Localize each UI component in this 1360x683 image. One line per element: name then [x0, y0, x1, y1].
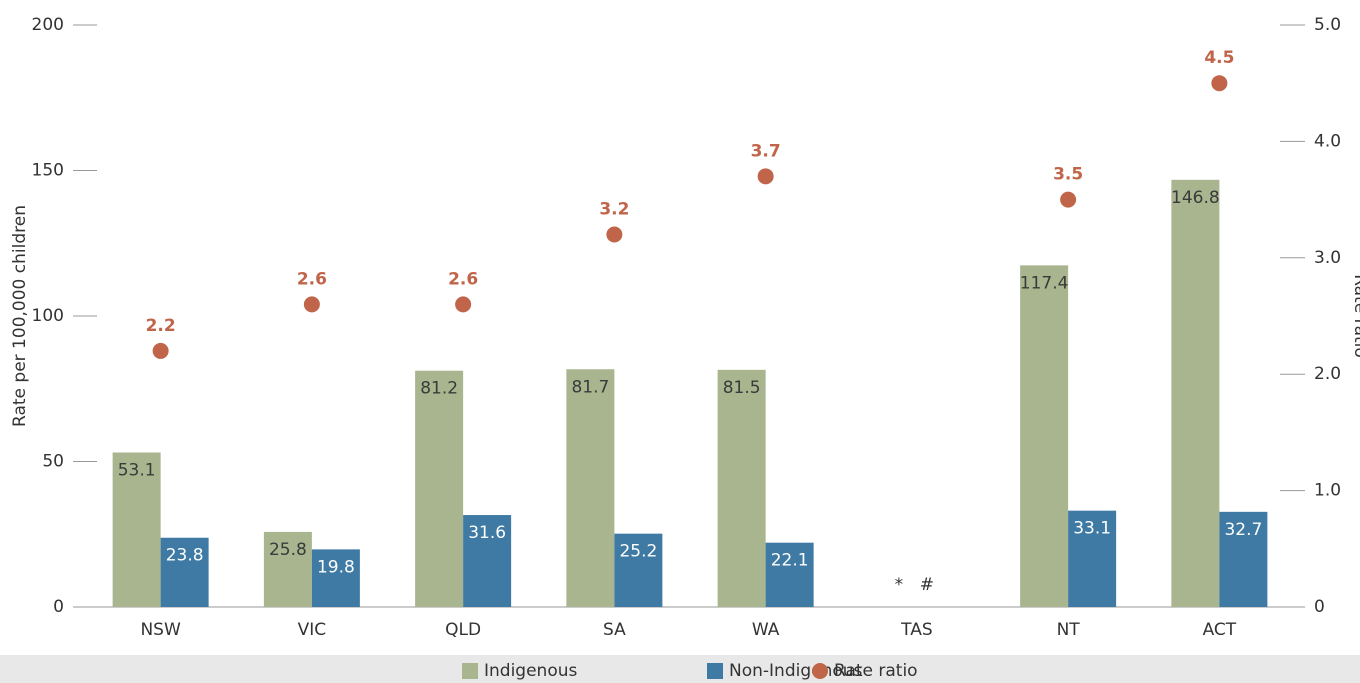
bar-value-label: 31.6 [468, 523, 506, 543]
legend-swatch [707, 663, 723, 679]
bar-value-label: 146.8 [1171, 188, 1220, 208]
y2-axis-label: Rate ratio [1350, 274, 1360, 358]
bar-value-label: 81.2 [420, 379, 458, 399]
y2-tick-label: 5.0 [1314, 15, 1341, 35]
bar-value-label: 117.4 [1020, 273, 1069, 293]
y-tick-label: 100 [32, 306, 64, 326]
bar-value-label: # [920, 575, 934, 595]
y-tick-label: 150 [32, 161, 64, 181]
y-axis-label: Rate per 100,000 children [10, 205, 30, 427]
bar [463, 515, 512, 607]
point [303, 296, 320, 313]
y-tick-label: 0 [53, 597, 64, 617]
bar [1068, 510, 1117, 607]
bar-value-label: 32.7 [1224, 520, 1262, 540]
bar-value-label: 81.7 [571, 377, 609, 397]
bar [1171, 179, 1220, 607]
x-tick-label: VIC [298, 620, 327, 640]
legend-label: Indigenous [484, 661, 578, 681]
legend-label: Rate ratio [834, 661, 918, 681]
y2-tick-label: 1.0 [1314, 481, 1341, 501]
x-tick-label: NT [1057, 620, 1081, 640]
bar [765, 542, 814, 607]
bar-value-label: 22.1 [771, 551, 809, 571]
y-tick-label: 200 [32, 15, 64, 35]
bar-value-label: * [895, 575, 904, 595]
bar [112, 452, 161, 607]
point-value-label: 2.2 [146, 316, 176, 336]
point-value-label: 3.7 [751, 141, 781, 161]
x-tick-label: ACT [1203, 620, 1237, 640]
bar-value-label: 23.8 [166, 546, 204, 566]
x-tick-label: QLD [445, 620, 481, 640]
point [757, 168, 774, 185]
point-value-label: 3.2 [599, 200, 629, 220]
x-tick-label: WA [752, 620, 780, 640]
bar [717, 369, 766, 607]
bar [311, 549, 360, 607]
bar [160, 537, 209, 607]
x-tick-label: SA [603, 620, 626, 640]
x-tick-label: NSW [140, 620, 181, 640]
bar [415, 370, 464, 607]
x-tick-label: TAS [900, 620, 933, 640]
y2-tick-label: 3.0 [1314, 248, 1341, 268]
y2-tick-label: 2.0 [1314, 364, 1341, 384]
bar [263, 531, 312, 607]
bar [1020, 265, 1069, 607]
legend-swatch [812, 663, 828, 679]
point-value-label: 2.6 [297, 269, 327, 289]
bar [614, 533, 663, 607]
legend-background [0, 655, 1360, 683]
point [1060, 191, 1077, 208]
point-value-label: 2.6 [448, 269, 478, 289]
point [455, 296, 472, 313]
bar-value-label: 25.8 [269, 540, 307, 560]
bar [1219, 511, 1268, 607]
point [606, 226, 623, 243]
bar-value-label: 81.5 [723, 378, 761, 398]
bar-value-label: 25.2 [619, 542, 657, 562]
bar-value-label: 19.8 [317, 557, 355, 577]
point [1211, 75, 1228, 92]
point-value-label: 3.5 [1053, 165, 1083, 185]
y2-tick-label: 4.0 [1314, 131, 1341, 151]
legend-label: Non-Indigenous [729, 661, 863, 681]
y-tick-label: 50 [42, 452, 64, 472]
bar-value-label: 53.1 [118, 460, 156, 480]
bar [566, 369, 615, 607]
bar-value-label: 33.1 [1073, 519, 1111, 539]
legend-swatch [462, 663, 478, 679]
point [152, 342, 169, 359]
y2-tick-label: 0 [1314, 597, 1325, 617]
point-value-label: 4.5 [1204, 48, 1234, 68]
